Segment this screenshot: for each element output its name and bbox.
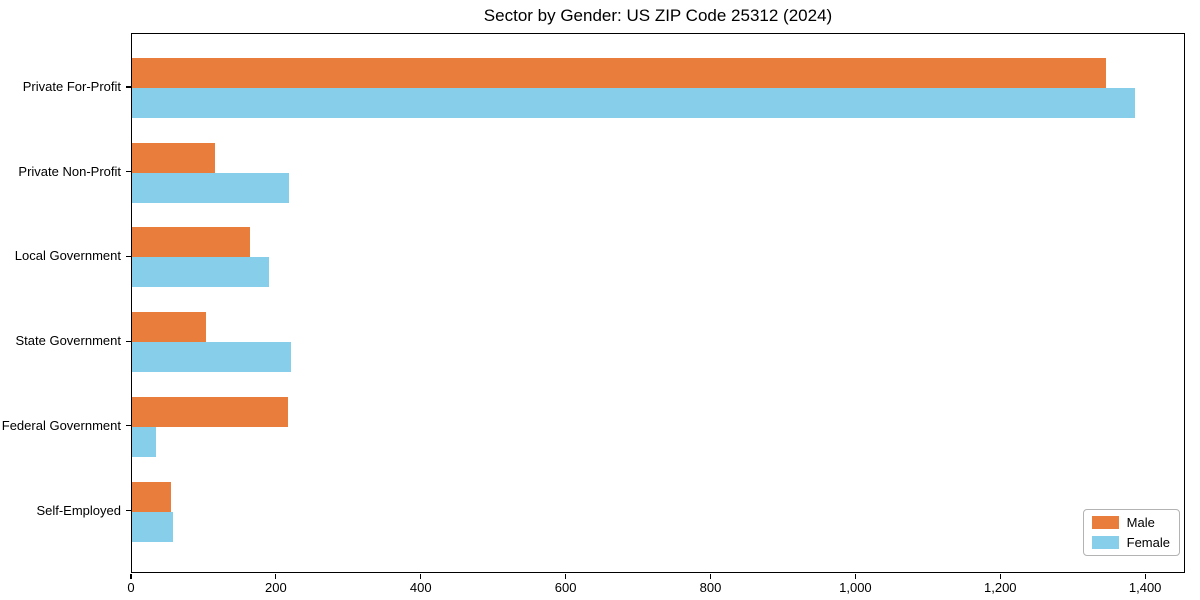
bar-male-4 (132, 312, 206, 343)
xtick-label: 1,400 (1128, 580, 1162, 595)
xtick-label: 1,200 (983, 580, 1017, 595)
bar-female-5 (132, 426, 156, 457)
ytick-mark (126, 340, 131, 342)
xtick-label: 800 (699, 580, 722, 595)
legend-swatch-male (1091, 516, 1119, 529)
ytick-mark (126, 171, 131, 173)
xtick-mark (854, 574, 856, 579)
xtick-mark (130, 574, 132, 579)
xtick-label: 200 (265, 580, 287, 595)
bar-male-2 (132, 142, 216, 173)
plot-area: Male Female (131, 33, 1185, 573)
legend-label: Female (1126, 535, 1170, 550)
xtick-mark (709, 574, 712, 579)
legend-item-female: Female (1091, 535, 1170, 550)
ytick-mark (126, 425, 131, 427)
ytick-label: State Government (15, 333, 122, 349)
ytick-mark (126, 86, 131, 88)
legend-item-male: Male (1091, 515, 1170, 530)
ytick-label: Self-Employed (36, 502, 121, 518)
bar-male-1 (132, 58, 1107, 88)
xtick-mark (999, 574, 1001, 579)
ytick-label: Private For-Profit (22, 79, 121, 94)
bar-male-5 (132, 396, 288, 427)
ytick-mark (126, 509, 131, 512)
xtick-label: 0 (127, 580, 135, 595)
xtick-label: 400 (409, 580, 432, 595)
legend-swatch-female (1091, 536, 1119, 549)
xtick-mark (1144, 574, 1146, 579)
legend-label: Male (1126, 515, 1155, 530)
ytick-mark (126, 255, 131, 257)
xtick-mark (275, 574, 277, 579)
xtick-mark (565, 574, 567, 579)
bar-female-1 (132, 88, 1136, 118)
bar-female-3 (132, 257, 269, 288)
xtick-label: 600 (554, 580, 577, 595)
bar-male-6 (132, 481, 172, 512)
legend: Male Female (1082, 509, 1180, 556)
bar-female-6 (132, 511, 173, 542)
bar-male-3 (132, 227, 251, 258)
bar-female-4 (132, 342, 292, 373)
ytick-label: Private Non-Profit (18, 163, 121, 179)
ytick-label: Federal Government (1, 417, 121, 433)
xtick-label: 1,000 (839, 580, 872, 595)
bar-female-2 (132, 172, 290, 203)
chart-title: Sector by Gender: US ZIP Code 25312 (202… (483, 6, 833, 25)
ytick-label: Local Government (14, 248, 121, 264)
xtick-mark (420, 574, 422, 579)
